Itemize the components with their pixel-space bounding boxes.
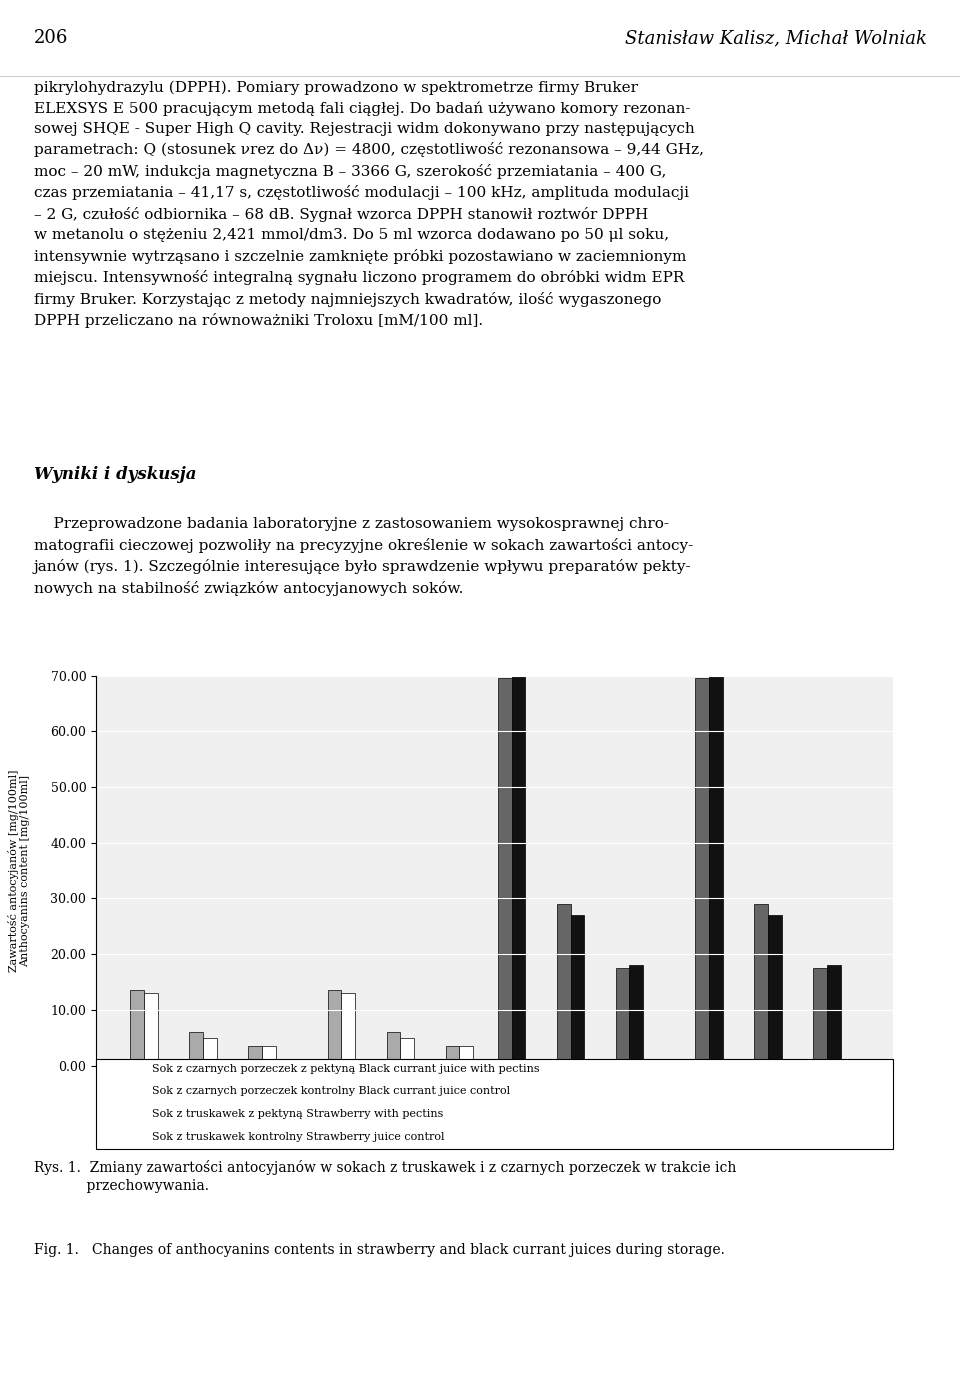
Bar [400, 1038, 414, 1066]
X-axis label: Czas przechowywania miesiące / Storage time months: Czas przechowywania miesiące / Storage t… [323, 1094, 666, 1107]
Text: pikrylohydrazylu (DPPH). Pomiary prowadzono w spektrometrze firmy Bruker
ELEXSYS: pikrylohydrazylu (DPPH). Pomiary prowadz… [34, 81, 704, 329]
Bar [695, 678, 709, 1066]
Text: Wyniki i dyskusja: Wyniki i dyskusja [34, 465, 196, 483]
Bar [768, 915, 781, 1066]
Bar [512, 673, 525, 1066]
Text: Przeprowadzone badania laboratoryjne z zastosowaniem wysokosprawnej chro-
matogr: Przeprowadzone badania laboratoryjne z z… [34, 517, 693, 596]
Bar [445, 1046, 460, 1066]
Bar [460, 1046, 473, 1066]
FancyBboxPatch shape [112, 1066, 136, 1081]
Text: 206: 206 [34, 29, 68, 47]
Bar [813, 968, 827, 1066]
Bar [131, 990, 144, 1066]
Text: Sok z truskawek z pektyną Strawberry with pectins: Sok z truskawek z pektyną Strawberry wit… [152, 1109, 444, 1119]
Bar [709, 673, 723, 1066]
Bar [342, 993, 355, 1066]
Text: Zawartość antocyjanów [mg/100ml]
Anthocyanins content [mg/100ml]: Zawartość antocyjanów [mg/100ml] Anthocy… [8, 769, 31, 972]
Text: Sok z czarnych porzeczek z pektyną Black currant juice with pectins: Sok z czarnych porzeczek z pektyną Black… [152, 1064, 540, 1074]
Text: Sok z truskawek kontrolny Strawberry juice control: Sok z truskawek kontrolny Strawberry jui… [152, 1131, 444, 1141]
Bar [498, 678, 512, 1066]
FancyBboxPatch shape [112, 1088, 136, 1103]
Bar [827, 965, 841, 1066]
Bar [249, 1046, 262, 1066]
Bar [615, 968, 630, 1066]
Bar [327, 990, 342, 1066]
Bar [262, 1046, 276, 1066]
Text: Stanisław Kalisz, Michał Wolniak: Stanisław Kalisz, Michał Wolniak [625, 29, 926, 47]
Text: Sok z czarnych porzeczek kontrolny Black currant juice control: Sok z czarnych porzeczek kontrolny Black… [152, 1087, 510, 1096]
Bar [387, 1032, 400, 1066]
FancyBboxPatch shape [96, 1059, 893, 1149]
Text: Rys. 1.  Zmiany zawartości antocyjanów w sokach z truskawek i z czarnych porzecz: Rys. 1. Zmiany zawartości antocyjanów w … [34, 1160, 736, 1194]
Bar [570, 915, 585, 1066]
Bar [144, 993, 157, 1066]
Bar [755, 904, 768, 1066]
FancyBboxPatch shape [112, 1133, 136, 1149]
Bar [203, 1038, 217, 1066]
FancyBboxPatch shape [112, 1110, 136, 1127]
Bar [557, 904, 570, 1066]
Bar [189, 1032, 203, 1066]
Text: Fig. 1.   Changes of anthocyanins contents in strawberry and black currant juice: Fig. 1. Changes of anthocyanins contents… [34, 1243, 725, 1256]
Bar [630, 965, 643, 1066]
